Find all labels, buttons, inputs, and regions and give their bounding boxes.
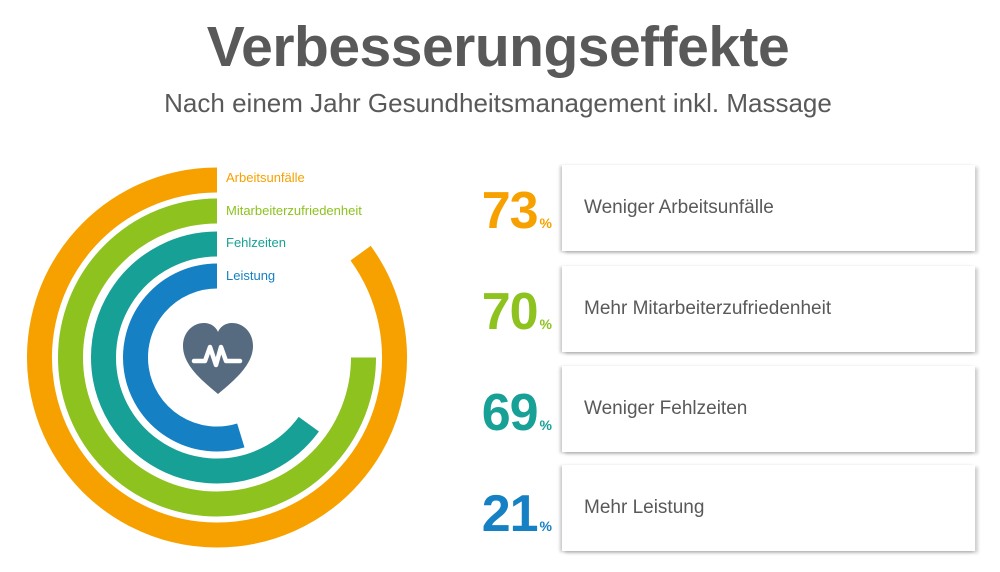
heart-pulse-icon (183, 323, 253, 394)
radial-bar-chart (27, 167, 407, 548)
stat-card-text: Mehr Leistung (584, 497, 705, 518)
ring-arc-leistung (123, 263, 245, 452)
page-subtitle: Nach einem Jahr Gesundheitsmanagement in… (164, 88, 832, 118)
ring-arc-mitarbeiterzufriedenheit (58, 198, 376, 517)
stat-value-mitarbeiterzufriedenheit: 70% (462, 286, 552, 338)
ring-label-fehlzeiten: Fehlzeiten (226, 235, 286, 250)
stat-card-text: Weniger Arbeitsunfälle (584, 197, 774, 218)
stat-unit: % (539, 215, 552, 231)
stat-number: 21 (481, 485, 539, 543)
stat-value-leistung: 21% (462, 488, 552, 540)
ring-arc-arbeitsunfaelle (27, 167, 407, 548)
stat-card-arbeitsunfaelle: Weniger Arbeitsunfälle (562, 165, 975, 251)
stat-unit: % (539, 316, 552, 332)
stat-card-text: Weniger Fehlzeiten (584, 398, 748, 419)
ring-label-arbeitsunfaelle: Arbeitsunfälle (226, 170, 305, 185)
page-title: Verbesserungseffekte (206, 15, 790, 79)
stat-card-text: Mehr Mitarbeiterzufriedenheit (584, 298, 832, 319)
stat-unit: % (539, 518, 552, 534)
stat-value-arbeitsunfaelle: 73% (462, 185, 552, 237)
ring-label-leistung: Leistung (226, 268, 276, 283)
stat-card-fehlzeiten: Weniger Fehlzeiten (562, 366, 975, 452)
stat-card-leistung: Mehr Leistung (562, 465, 975, 551)
ring-arc-fehlzeiten (91, 231, 319, 484)
ring-label-mitarbeiterzufriedenheit: Mitarbeiterzufriedenheit (226, 203, 362, 218)
stat-number: 73 (481, 182, 539, 240)
stat-number: 70 (481, 283, 539, 341)
stat-number: 69 (481, 384, 539, 442)
stat-unit: % (539, 417, 552, 433)
stat-value-fehlzeiten: 69% (462, 387, 552, 439)
stat-card-mitarbeiterzufriedenheit: Mehr Mitarbeiterzufriedenheit (562, 266, 975, 352)
